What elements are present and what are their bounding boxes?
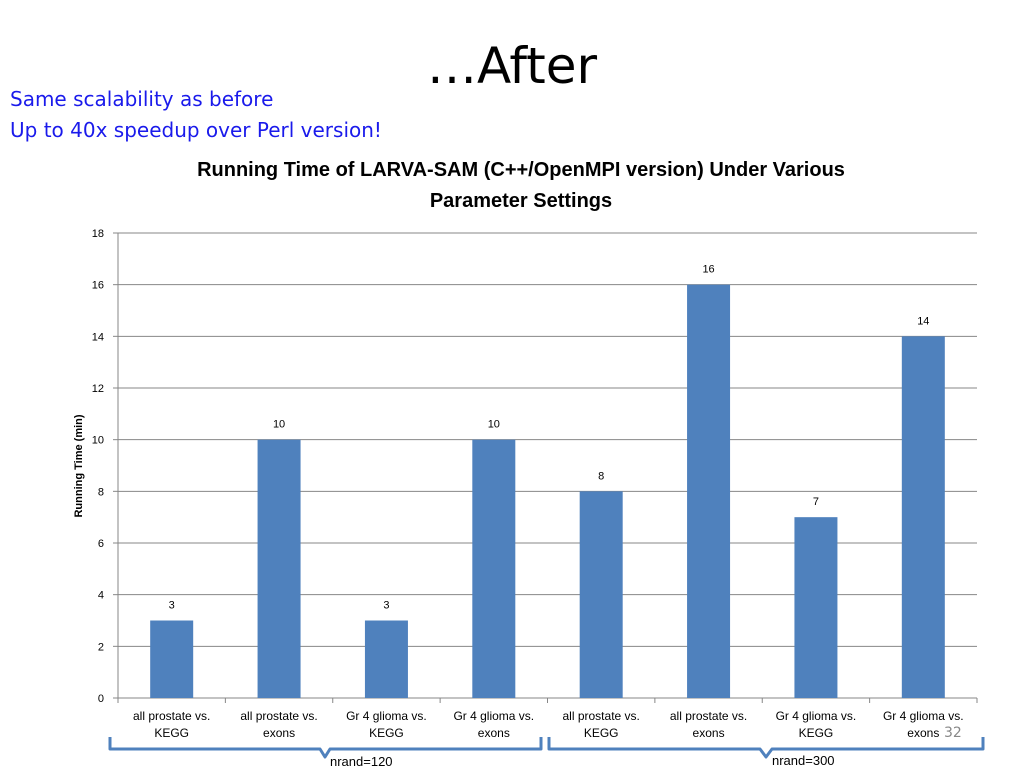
chart-title-line-2: Parameter Settings [430,190,612,212]
slide-title: …After [426,37,598,95]
y-tick-label-14: 14 [92,331,104,343]
y-tick-label-2: 2 [98,641,104,653]
category-label-6-line-1: all prostate vs. [670,709,747,723]
category-label-1-line-2: KEGG [154,726,189,740]
bar-8 [901,336,945,698]
data-label-8: 14 [917,315,929,327]
data-label-6: 16 [702,264,714,276]
bar-6 [687,284,731,698]
data-label-1: 3 [169,600,175,612]
y-tick-label-12: 12 [92,383,104,395]
category-label-5-line-1: all prostate vs. [563,709,640,723]
category-label-5-line-2: KEGG [584,726,619,740]
category-label-3-line-2: KEGG [369,726,404,740]
y-axis-ticks: 0 2 4 6 8 10 12 14 16 18 [92,228,104,705]
group-brackets [108,737,985,759]
note-line-2: Up to 40x speedup over Perl version! [10,118,382,142]
category-label-1-line-1: all prostate vs. [133,709,210,723]
data-label-4: 10 [488,419,500,431]
note-line-1: Same scalability as before [10,87,274,111]
category-label-2-line-1: all prostate vs. [240,709,317,723]
y-tick-label-0: 0 [98,693,104,705]
bar-7 [794,517,838,698]
bar-4 [472,439,516,698]
chart-title-line-1: Running Time of LARVA-SAM (C++/OpenMPI v… [197,159,845,181]
data-label-3: 3 [383,600,389,612]
category-label-2-line-2: exons [263,726,295,740]
y-tick-label-4: 4 [98,590,104,602]
y-tick-label-8: 8 [98,486,104,498]
slide-notes: Same scalability as before Up to 40x spe… [10,84,382,146]
slide-number: 32 [944,725,962,741]
bar-1 [150,620,194,698]
group-label-nrand-120: nrand=120 [330,754,393,768]
bracket-nrand-300 [547,737,985,759]
group-label-nrand-300: nrand=300 [772,753,835,768]
bar-3 [364,620,408,698]
y-tick-label-18: 18 [92,228,104,240]
y-axis-title: Running Time (min) [73,414,85,517]
category-label-4-line-1: Gr 4 glioma vs. [453,709,534,723]
category-label-7-line-2: KEGG [799,726,834,740]
y-tick-label-16: 16 [92,280,104,292]
data-labels: 3 10 3 10 8 16 7 14 [169,264,930,612]
y-tick-label-6: 6 [98,538,104,550]
category-label-7-line-1: Gr 4 glioma vs. [776,709,857,723]
chart-bars [150,284,945,698]
bar-5 [579,491,623,698]
category-label-8-line-1: Gr 4 glioma vs. [883,709,964,723]
data-label-7: 7 [813,496,819,508]
y-axis-label: Running Time (min) [73,414,85,517]
category-label-3-line-1: Gr 4 glioma vs. [346,709,427,723]
data-label-5: 8 [598,470,604,482]
category-label-6-line-2: exons [693,726,725,740]
category-label-8-line-2: exons [907,726,939,740]
data-label-2: 10 [273,419,285,431]
bracket-nrand-120 [108,737,543,759]
chart-title: Running Time of LARVA-SAM (C++/OpenMPI v… [197,159,845,212]
bar-2 [257,439,301,698]
x-axis-categories: all prostate vs. KEGG all prostate vs. exon… [133,709,964,740]
category-label-4-line-2: exons [478,726,510,740]
chart-gridlines [113,232,978,703]
y-tick-label-10: 10 [92,435,104,447]
